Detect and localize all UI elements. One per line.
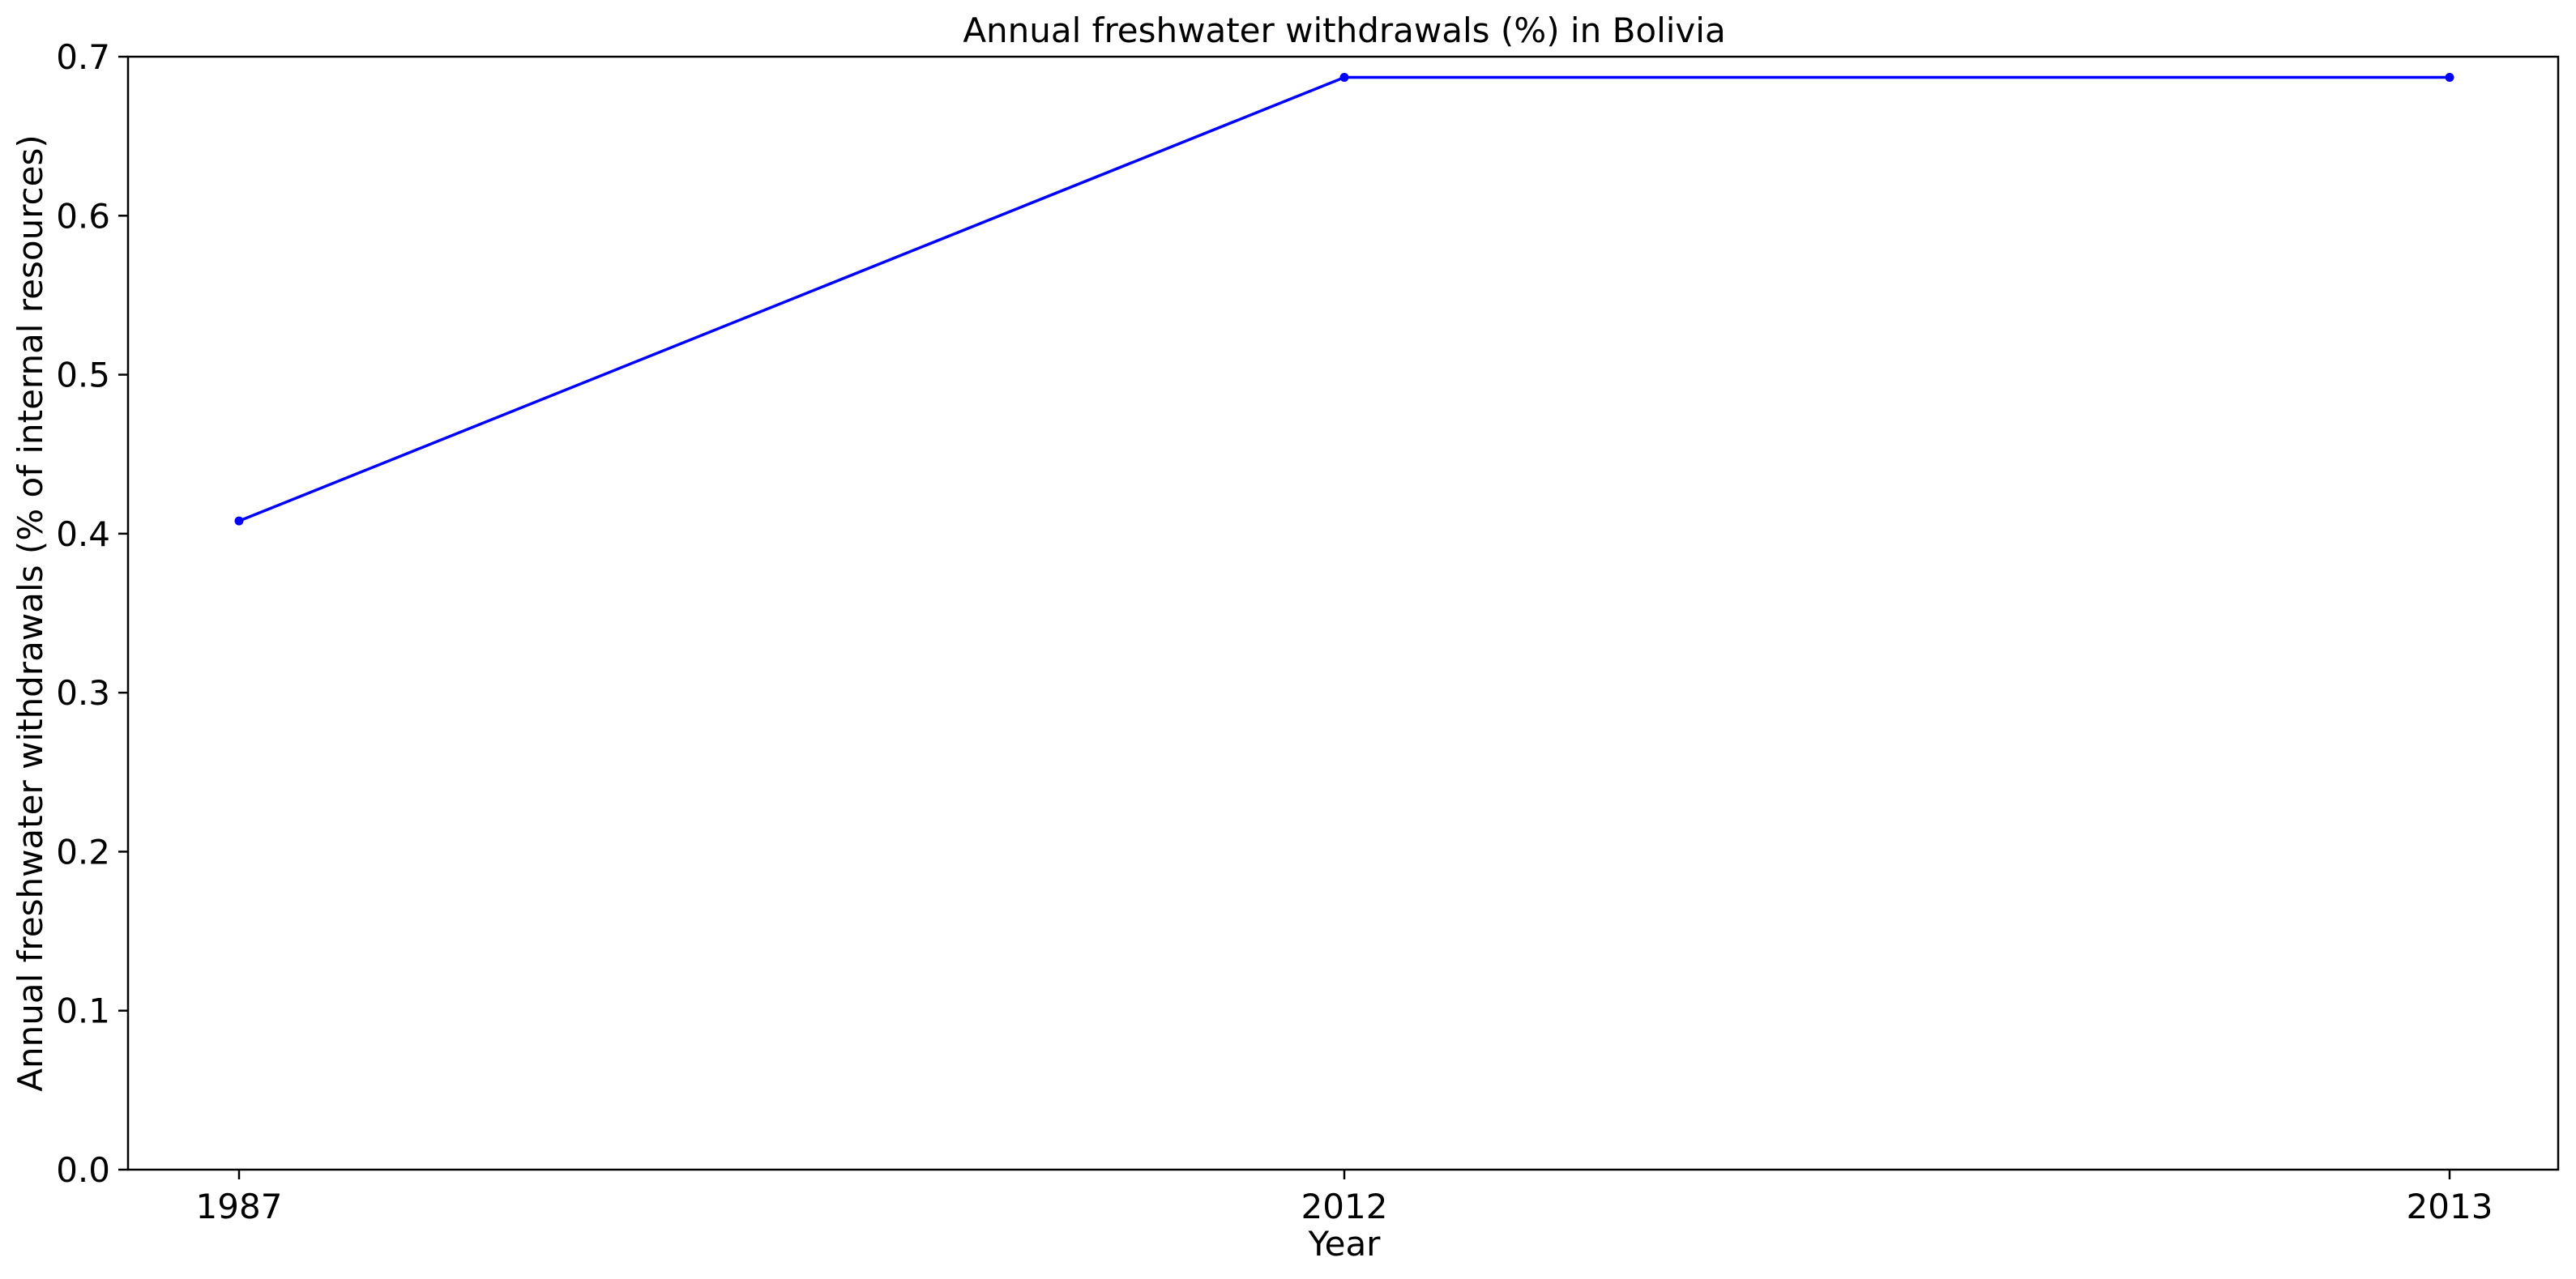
y-tick-label: 0.5 xyxy=(56,356,110,395)
chart-title: Annual freshwater withdrawals (%) in Bol… xyxy=(963,11,1725,50)
y-tick-label: 0.7 xyxy=(56,37,110,77)
data-point xyxy=(2445,73,2454,83)
y-axis-label: Annual freshwater withdrawals (% of inte… xyxy=(11,134,50,1092)
x-axis-label: Year xyxy=(1308,1224,1382,1264)
x-axis: 1987 2012 2013 xyxy=(196,1170,2493,1226)
y-tick-label: 0.6 xyxy=(56,196,110,236)
y-tick-label: 0.3 xyxy=(56,673,110,713)
y-tick-label: 0.2 xyxy=(56,832,110,872)
y-tick-label: 0.1 xyxy=(56,991,110,1031)
plot-area xyxy=(126,55,2560,1171)
series-layer xyxy=(234,73,2454,526)
series-line xyxy=(238,75,2450,522)
x-tick-label: 1987 xyxy=(196,1187,283,1226)
y-axis: 0.0 0.1 0.2 0.3 0.4 0.5 0.6 0.7 xyxy=(56,37,128,1190)
x-tick-label: 2013 xyxy=(2407,1187,2493,1226)
y-tick-label: 0.4 xyxy=(56,514,110,554)
x-tick-label: 2012 xyxy=(1301,1187,1388,1226)
data-point xyxy=(1339,73,1349,83)
data-point xyxy=(234,516,244,526)
y-tick-label: 0.0 xyxy=(56,1150,110,1190)
